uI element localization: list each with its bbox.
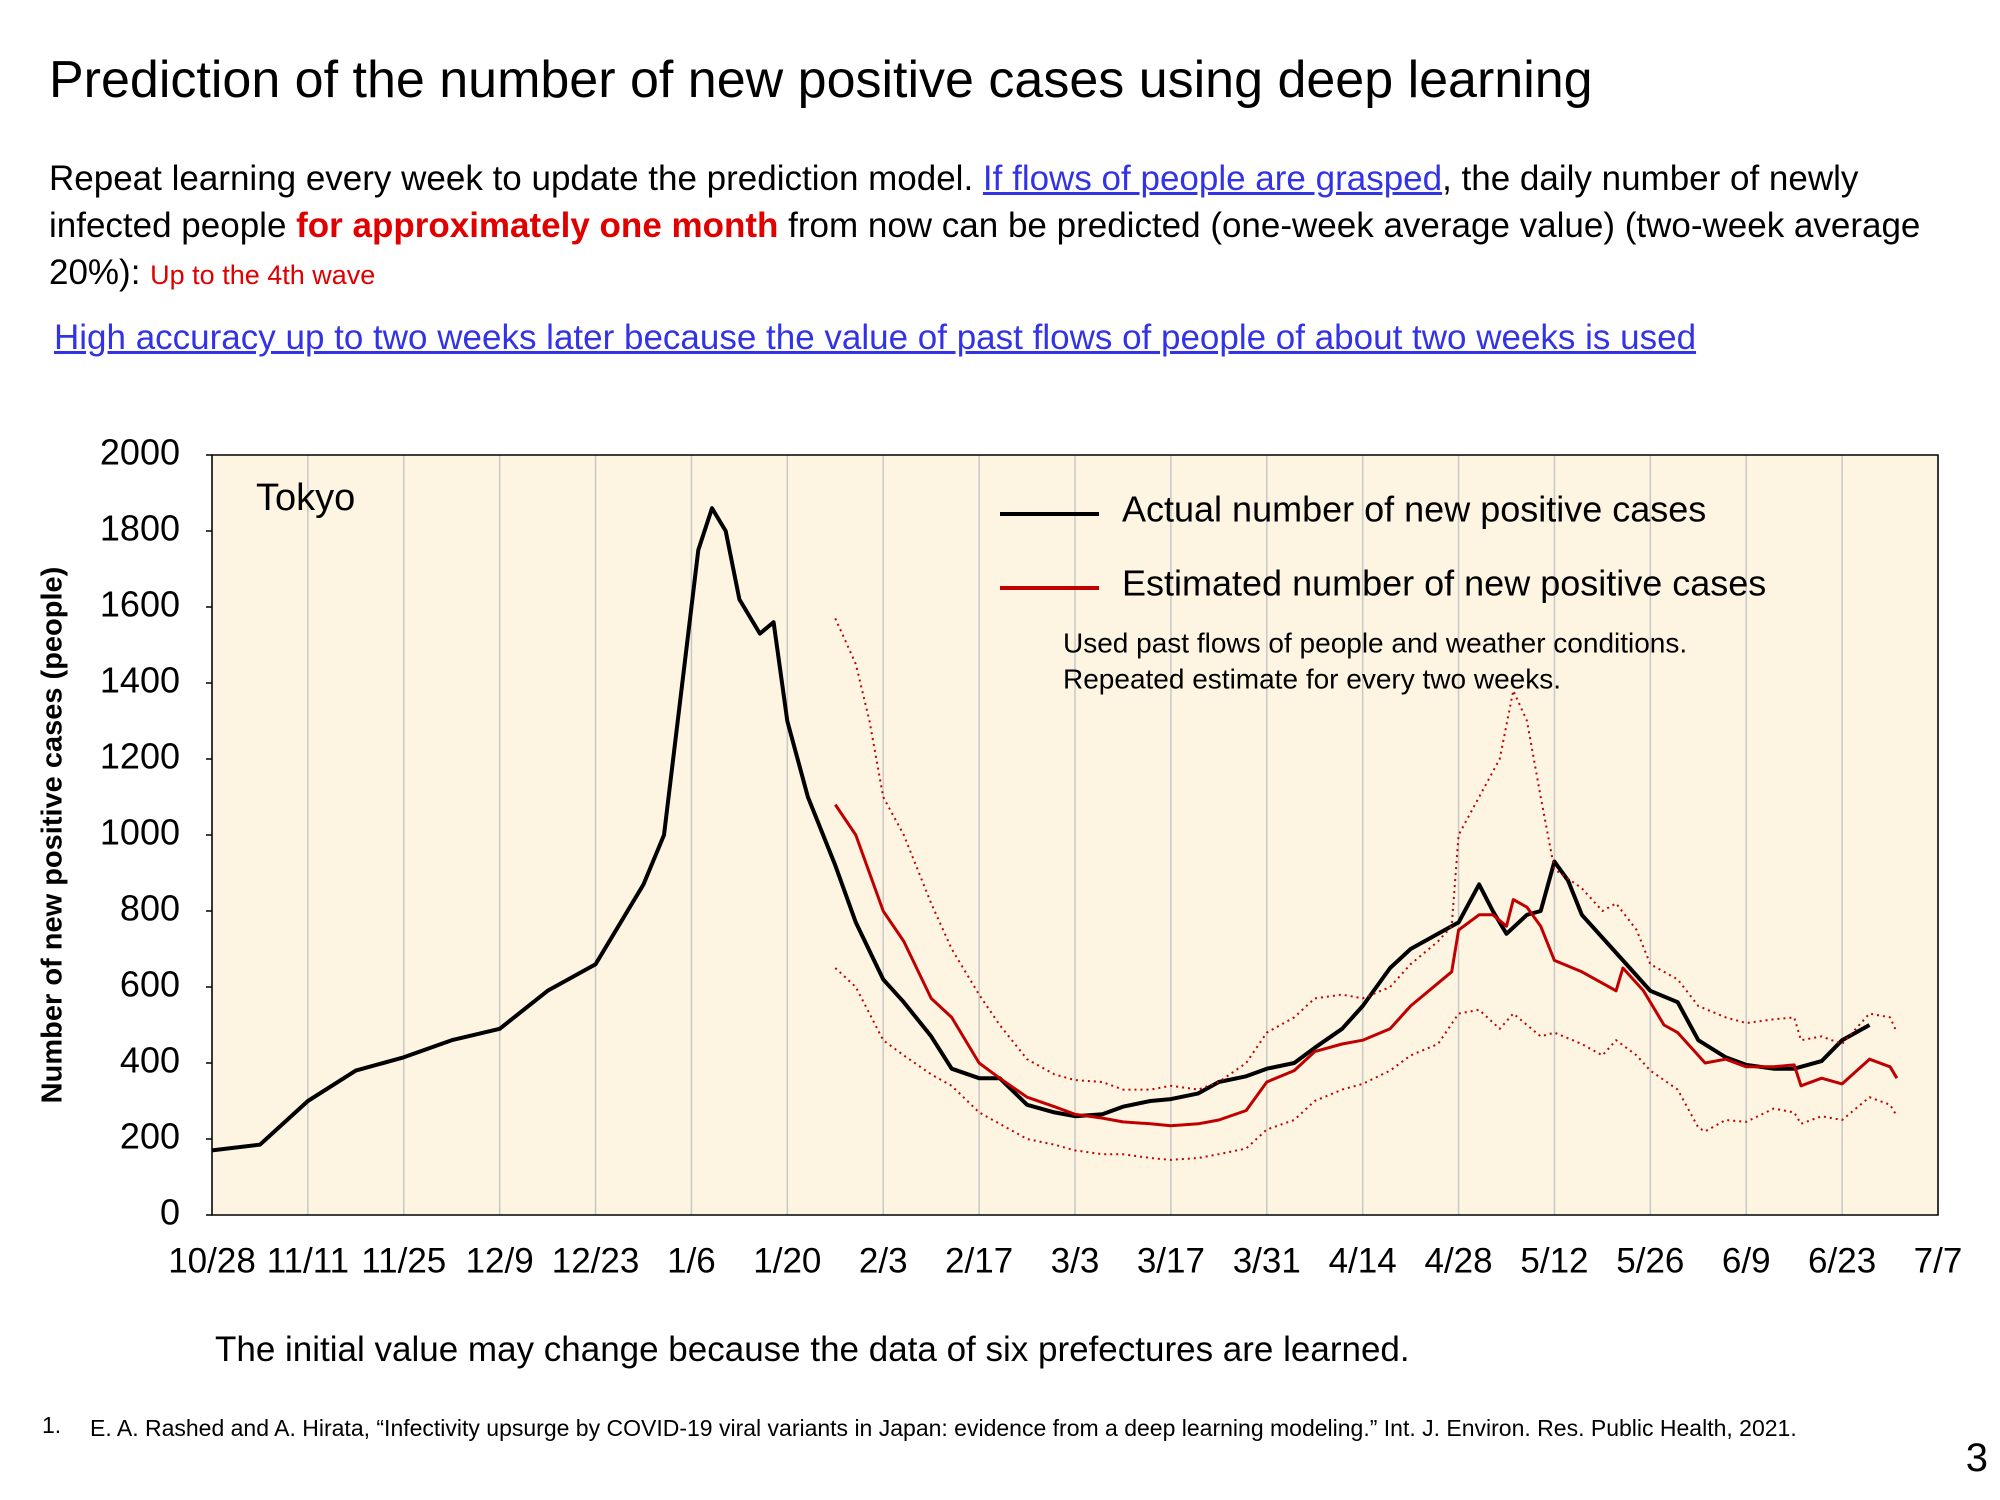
x-tick-label: 3/17	[1137, 1241, 1205, 1280]
y-tick-label: 400	[120, 1040, 180, 1081]
caption: The initial value may change because the…	[215, 1330, 1410, 1369]
x-tick-label: 2/17	[945, 1241, 1013, 1280]
y-axis-label: Number of new positive cases (people)	[37, 567, 69, 1104]
y-tick-label: 800	[120, 888, 180, 929]
intro-paragraph: Repeat learning every week to update the…	[49, 155, 1969, 299]
y-tick-label: 1400	[100, 660, 180, 701]
y-tick-label: 2000	[100, 432, 180, 473]
annotation: Repeated estimate for every two weeks.	[1063, 663, 1561, 694]
legend-label: Actual number of new positive cases	[1122, 489, 1706, 530]
x-tick-label: 4/28	[1424, 1241, 1492, 1280]
y-tick-label: 1800	[100, 508, 180, 549]
x-tick-label: 10/28	[168, 1241, 256, 1280]
band-line	[834, 617, 1898, 1091]
y-tick-label: 600	[120, 964, 180, 1005]
x-tick-label: 5/12	[1520, 1241, 1588, 1280]
intro-text: from now can be predicted (one-week aver…	[49, 206, 1921, 292]
x-tick-label: 12/9	[466, 1241, 534, 1280]
x-tick-label: 6/9	[1722, 1241, 1771, 1280]
legend-label: Estimated number of new positive cases	[1122, 563, 1766, 604]
intro-text: Repeat learning every week to update the…	[49, 159, 983, 198]
intro-text: , the daily number of newly infected peo…	[49, 159, 1859, 245]
annotation: Used past flows of people and weather co…	[1063, 627, 1687, 658]
intro-link[interactable]: If flows of people are grasped	[982, 159, 1443, 198]
x-tick-label: 5/26	[1616, 1241, 1684, 1280]
annotation: Tokyo	[256, 477, 355, 519]
x-tick-label: 4/14	[1329, 1241, 1397, 1280]
x-tick-label: 1/6	[667, 1241, 716, 1280]
footnote-text: E. A. Rashed and A. Hirata, “Infectivity…	[90, 1415, 1797, 1441]
intro-emphasis: for approximately one month	[296, 206, 779, 245]
band-line	[834, 967, 1898, 1161]
footnote-number: 1.	[42, 1412, 62, 1438]
x-tick-label: 2/3	[859, 1241, 908, 1280]
x-tick-label: 3/3	[1051, 1241, 1100, 1280]
y-tick-label: 200	[120, 1116, 180, 1157]
y-tick-label: 0	[160, 1192, 180, 1233]
x-tick-label: 7/7	[1914, 1241, 1963, 1280]
x-tick-label: 1/20	[753, 1241, 821, 1280]
series-line	[834, 803, 1899, 1128]
intro-note: Up to the 4th wave	[150, 260, 376, 290]
page-number: 3	[1965, 1436, 1988, 1480]
x-tick-label: 6/23	[1808, 1241, 1876, 1280]
y-tick-label: 1000	[100, 812, 180, 853]
x-tick-label: 11/25	[361, 1241, 446, 1280]
slide-title: Prediction of the number of new positive…	[49, 51, 1593, 109]
link[interactable]: High accuracy up to two weeks later beca…	[54, 318, 1697, 357]
plot-frame	[211, 454, 1939, 1216]
x-tick-label: 3/31	[1233, 1241, 1301, 1280]
series-line	[211, 506, 1871, 1153]
y-tick-label: 1600	[100, 584, 180, 625]
y-tick-label: 1200	[100, 736, 180, 777]
x-tick-label: 11/11	[267, 1241, 349, 1280]
x-tick-label: 12/23	[552, 1241, 640, 1280]
